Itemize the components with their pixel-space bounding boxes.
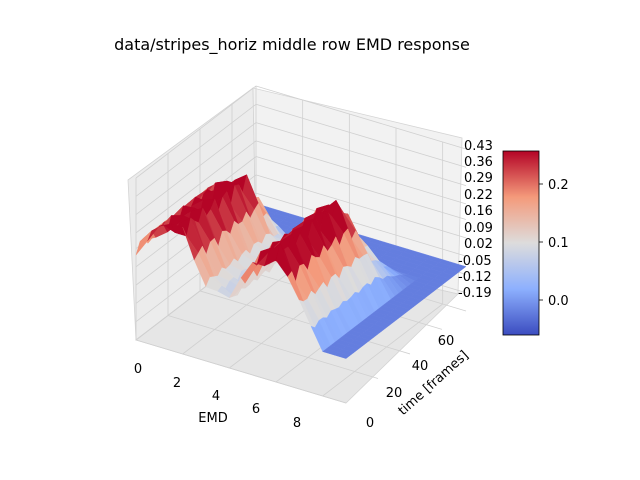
surface-plot — [135, 174, 467, 359]
grid-line — [182, 261, 303, 355]
grid-line — [255, 122, 467, 186]
colorbar-tick-label: 0.2 — [548, 178, 569, 193]
chart-title: data/stripes_horiz middle row EMD respon… — [114, 35, 470, 55]
grid-line — [255, 156, 467, 220]
grid-line — [255, 174, 467, 239]
grid-line — [135, 85, 257, 179]
y-tick-label: 0 — [366, 416, 374, 431]
colorbar-tick-label: 0.0 — [548, 294, 569, 309]
z-tick-label: 0.09 — [464, 221, 493, 236]
x-axis-label: EMD — [198, 411, 227, 426]
grid-line — [135, 339, 347, 404]
x-tick-label: 8 — [293, 416, 301, 431]
z-tick-label: 0.02 — [464, 237, 493, 252]
grid-line — [322, 303, 443, 397]
colorbar: 0.0 0.1 0.2 — [502, 150, 569, 336]
x-tick-label: 0 — [134, 362, 142, 377]
colorbar-ticks: 0.0 0.1 0.2 — [539, 178, 569, 309]
z-tick-label: -0.19 — [458, 286, 492, 301]
y-axis-ticks: 0 20 40 60 — [366, 334, 454, 431]
y-tick-label: 20 — [386, 386, 403, 401]
z-tick-label: -0.05 — [458, 254, 492, 269]
z-tick-label: 0.36 — [464, 155, 493, 170]
colorbar-tick-label: 0.1 — [548, 236, 569, 251]
grid-line — [135, 122, 257, 215]
grid-line — [255, 192, 467, 257]
grid-line — [167, 315, 379, 379]
y-tick-label: 60 — [438, 334, 455, 349]
x-axis-ticks: 0 2 4 6 8 — [134, 362, 301, 431]
y-tick-label: 40 — [412, 359, 429, 374]
grid-line — [199, 290, 411, 355]
z-tick-label: 0.29 — [464, 171, 493, 186]
x-tick-label: 6 — [252, 402, 260, 417]
z-axis-ticks: 0.43 0.36 0.29 0.22 0.16 0.09 0.02 -0.05… — [458, 139, 493, 301]
x-tick-label: 4 — [212, 389, 220, 404]
grid-line — [135, 103, 257, 197]
z-tick-label: 0.16 — [464, 204, 493, 219]
z-tick-label: 0.22 — [464, 188, 493, 203]
grid-line — [255, 103, 467, 168]
z-tick-label: -0.12 — [458, 270, 492, 285]
z-tick-label: 0.43 — [464, 139, 493, 154]
grid-line — [255, 85, 467, 150]
colorbar-gradient — [502, 150, 540, 336]
grid-line — [135, 140, 257, 234]
grid-line — [255, 140, 467, 205]
x-tick-label: 2 — [173, 376, 181, 391]
y-axis-label: time [frames] — [396, 348, 472, 419]
surface-patch — [333, 351, 351, 359]
